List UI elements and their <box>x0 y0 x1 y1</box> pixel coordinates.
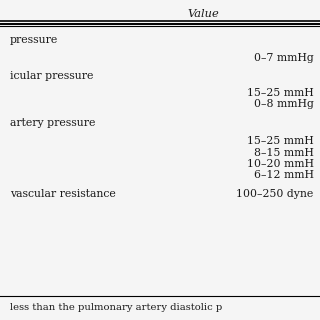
Text: 0–8 mmHg: 0–8 mmHg <box>254 99 314 109</box>
Text: 0–7 mmHg: 0–7 mmHg <box>254 52 314 63</box>
Text: less than the pulmonary artery diastolic p: less than the pulmonary artery diastolic… <box>10 303 222 312</box>
Text: pressure: pressure <box>10 35 58 45</box>
Text: Value: Value <box>187 9 219 20</box>
Text: 15–25 mmH: 15–25 mmH <box>247 136 314 147</box>
Text: 100–250 dyne: 100–250 dyne <box>236 188 314 199</box>
Text: 10–20 mmH: 10–20 mmH <box>247 159 314 169</box>
Text: 8–15 mmH: 8–15 mmH <box>254 148 314 158</box>
Text: artery pressure: artery pressure <box>10 118 95 128</box>
Text: vascular resistance: vascular resistance <box>10 188 115 199</box>
Text: 15–25 mmH: 15–25 mmH <box>247 88 314 98</box>
Text: icular pressure: icular pressure <box>10 71 93 81</box>
Text: 6–12 mmH: 6–12 mmH <box>254 170 314 180</box>
